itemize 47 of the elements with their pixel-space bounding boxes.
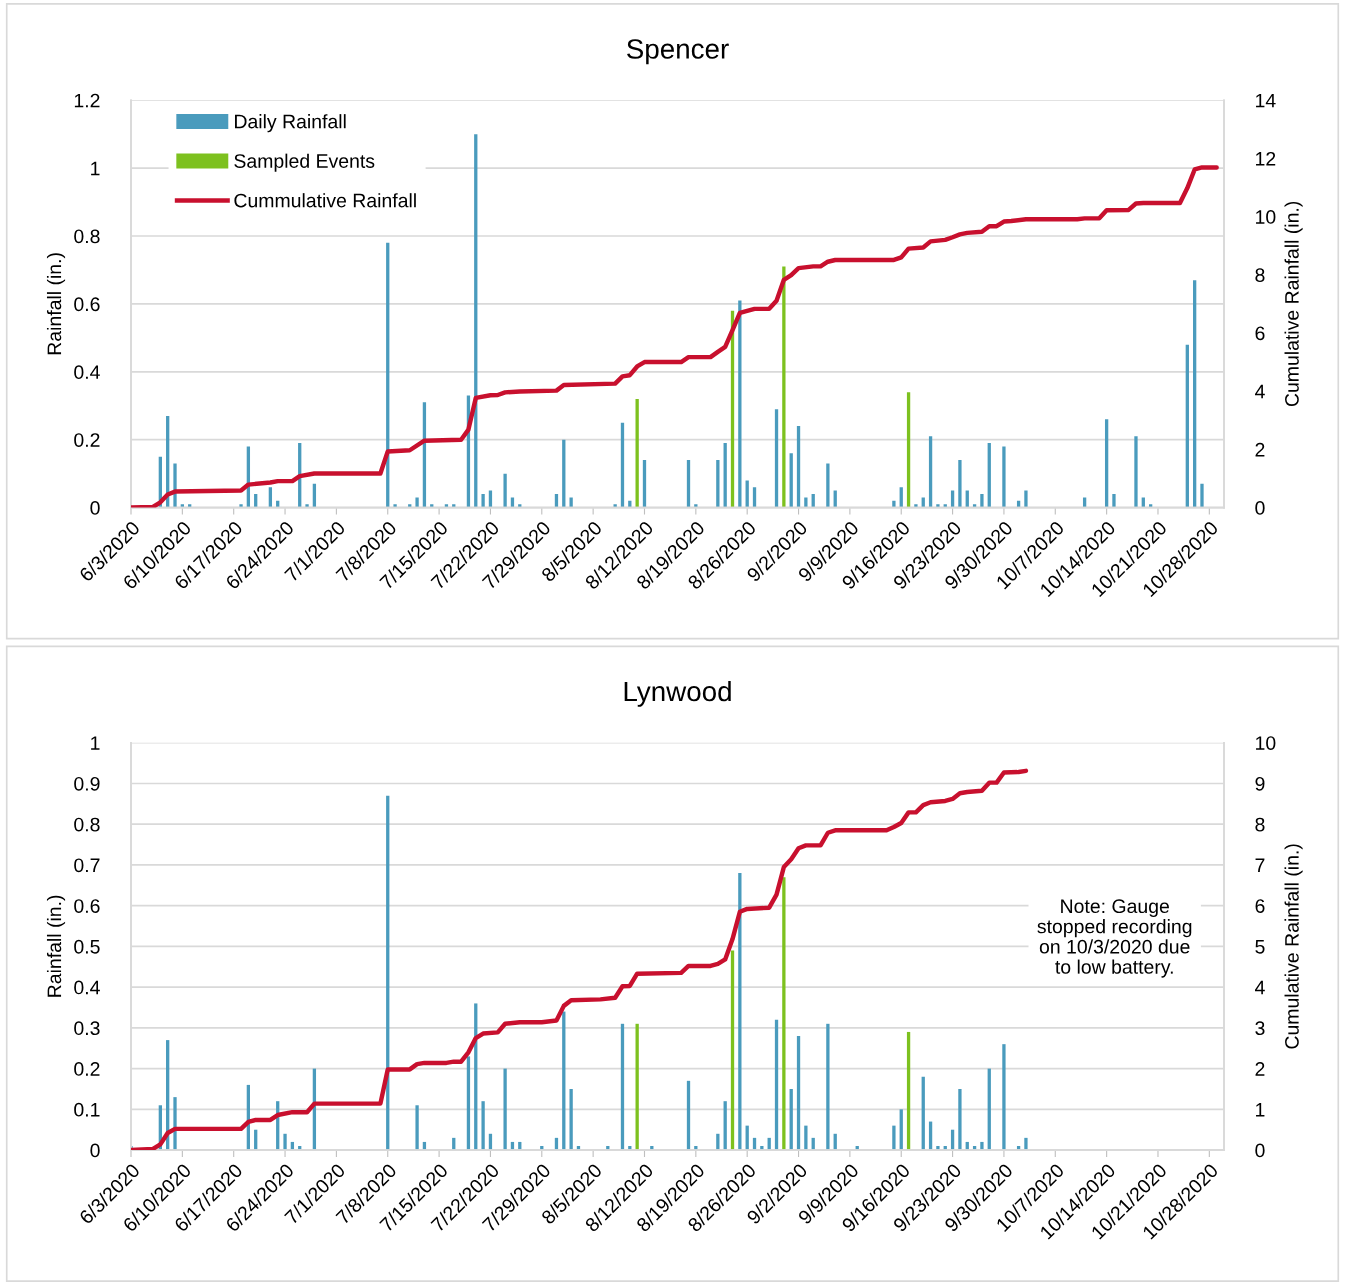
y2-tick-label: 2 <box>1255 442 1265 457</box>
y2-tick-label: 10 <box>1256 210 1276 224</box>
chart-title: Lynwood <box>624 680 731 707</box>
y-axis-title: Rainfall (in.) <box>46 895 66 997</box>
y-tick-label: 0 <box>90 1143 100 1158</box>
y2-tick-label: 4 <box>1255 384 1265 399</box>
y2-tick-label: 4 <box>1255 980 1265 995</box>
y-axis-title: Rainfall (in.) <box>46 253 66 355</box>
y2-axis-title: Cumulative Rainfall (in.) <box>1284 201 1303 407</box>
y2-tick-label: 0 <box>1255 501 1265 515</box>
y-tick-label: 0.8 <box>74 817 100 832</box>
y-tick-label: 0.2 <box>74 1062 100 1076</box>
y2-tick-label: 10 <box>1256 736 1276 750</box>
legend-label: Daily Rainfall <box>235 114 346 133</box>
y-tick-label: 0.8 <box>74 229 100 244</box>
legend-label: Sampled Events <box>234 153 375 172</box>
y2-tick-label: 8 <box>1255 817 1265 832</box>
legend-label: Cummulative Rainfall <box>234 193 416 208</box>
y-tick-label: 1 <box>91 736 100 750</box>
y-tick-label: 0.3 <box>74 1021 100 1036</box>
y-tick-label: 1 <box>91 161 100 176</box>
y2-tick-label: 0 <box>1255 1143 1265 1158</box>
y-tick-label: 1.2 <box>74 93 100 108</box>
y2-tick-label: 6 <box>1255 899 1265 913</box>
y2-tick-label: 2 <box>1255 1062 1265 1076</box>
y2-tick-label: 8 <box>1255 268 1265 283</box>
y-tick-label: 0.5 <box>74 939 100 954</box>
y-tick-label: 0.4 <box>74 980 100 995</box>
y2-tick-label: 3 <box>1255 1021 1265 1036</box>
y2-tick-label: 6 <box>1255 326 1265 341</box>
annotation: Note: Gauge stopped recording on 10/3/2020 due to low battery. <box>1037 899 1192 978</box>
y-tick-label: 0.9 <box>74 776 100 791</box>
y-tick-label: 0.1 <box>74 1102 100 1117</box>
y2-tick-label: 14 <box>1256 93 1276 108</box>
chart-title: Spencer <box>627 39 729 65</box>
y-tick-label: 0.6 <box>74 297 100 312</box>
y2-tick-label: 1 <box>1256 1103 1265 1117</box>
y-tick-label: 0.4 <box>74 365 100 380</box>
y2-tick-label: 7 <box>1255 858 1265 872</box>
y-tick-label: 0.6 <box>74 899 100 913</box>
y2-tick-label: 9 <box>1255 776 1265 791</box>
y2-axis-title: Cumulative Rainfall (in.) <box>1284 844 1303 1049</box>
y2-tick-label: 5 <box>1255 940 1265 954</box>
y-tick-label: 0.2 <box>74 433 100 447</box>
y-tick-label: 0 <box>90 501 100 515</box>
y2-tick-label: 12 <box>1256 151 1276 166</box>
y-tick-label: 0.7 <box>74 858 100 873</box>
